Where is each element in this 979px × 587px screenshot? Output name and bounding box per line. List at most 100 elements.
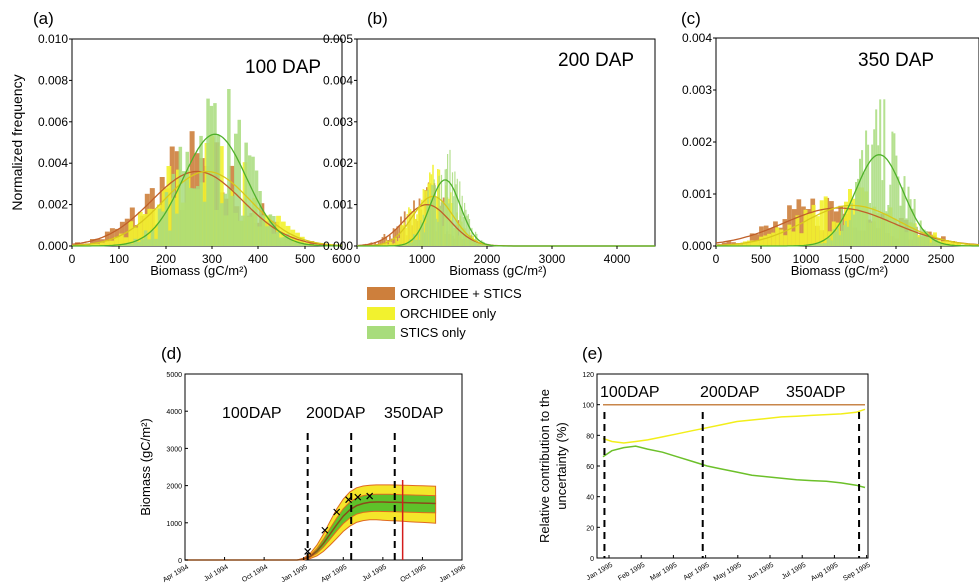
histogram-bar-stics-only (439, 205, 441, 246)
histogram-panel-c: 0 500 1000 1500 2000 2500 0.000 0.001 0.002 0.003… (682, 31, 979, 278)
histogram-bar-orchidee-only (811, 204, 816, 246)
observation-marker (304, 548, 312, 555)
histogram-bar-stics-only (182, 171, 186, 246)
histogram-bar-stics-only (844, 221, 847, 246)
histogram-bar-orchidee-stics (759, 226, 764, 246)
fit-curve-stics-only (72, 133, 342, 247)
histogram-bar-stics-only (161, 211, 165, 246)
histogram-bar-orchidee-only (299, 236, 305, 246)
histogram-bar-stics-only (431, 184, 433, 246)
x-tick-label: 0 (69, 252, 76, 266)
histogram-bar-stics-only (459, 181, 461, 246)
histogram-bar-stics-only (885, 211, 888, 246)
x-tick-label: 3000 (539, 252, 566, 266)
histogram-panel-a: 0 100 200 300 400 500 6000.0000.0020.0040.0060… (9, 32, 352, 278)
x-tick-label: 2500 (928, 252, 955, 266)
histogram-bar-stics-only (428, 205, 430, 246)
x-tick-label: 500 (751, 252, 771, 266)
x-tick-label: 0 (354, 252, 361, 266)
histogram-bar-orchidee-only (408, 207, 410, 246)
x-tick-label: Sep 1995 (842, 562, 872, 583)
fit-curve-orchidee-only (71, 170, 343, 247)
histogram-bar-stics-only (875, 109, 878, 247)
histogram-bar-stics-only (905, 218, 908, 246)
histogram-bar-stics-only (927, 233, 930, 246)
x-tick-label: Jan 1995 (280, 564, 309, 585)
y-axis-label: uncertainty (%) (554, 422, 569, 509)
histogram-bar-orchidee-stics (838, 205, 844, 246)
histogram-bar-stics-only (299, 242, 304, 246)
x-tick-label: 1000 (409, 252, 436, 266)
histogram-bar-orchidee-only (133, 227, 138, 246)
histogram-bar-stics-only (853, 214, 855, 246)
histogram-bar-stics-only (935, 239, 938, 246)
histogram-bar-stics-only (475, 231, 477, 246)
histogram-bar-orchidee-only (734, 244, 739, 246)
histogram-bar-stics-only (433, 179, 435, 246)
histogram-bar-stics-only (227, 89, 231, 246)
histogram-bar-stics-only (848, 220, 851, 246)
histogram-bar-stics-only (445, 168, 447, 246)
histogram-bar-stics-only (828, 237, 831, 246)
histogram-bar-stics-only (411, 242, 413, 246)
observation-marker (354, 493, 362, 501)
y-tick-label: 0 (590, 556, 594, 563)
contribution-line-stics-only (602, 445, 866, 489)
histogram-bar-stics-only (292, 242, 297, 246)
histogram-bar-stics-only (168, 230, 172, 246)
histogram-bar-orchidee-only (763, 235, 768, 246)
histogram-bar-orchidee-only (751, 240, 755, 246)
dap-annotation: 200DAP (306, 405, 366, 422)
legend-label-orchidee-stics: ORCHIDEE + STICS (400, 286, 522, 301)
histogram-bar-stics-only (230, 195, 234, 246)
histogram-bar-orchidee-only (400, 224, 402, 246)
y-tick-label: 0.003 (682, 83, 712, 97)
histogram-bar-stics-only (909, 199, 912, 246)
histogram-bar-stics-only (206, 98, 210, 246)
histogram-bar-orchidee-only (787, 224, 792, 246)
histogram-bar-stics-only (818, 242, 821, 246)
y-tick-label: 0.001 (682, 187, 712, 201)
histogram-bar-stics-only (275, 231, 280, 246)
x-tick-label: 200 (156, 252, 176, 266)
histogram-bar-stics-only (824, 243, 827, 246)
histogram-bar-stics-only (185, 151, 189, 246)
histogram-bar-stics-only (850, 203, 853, 246)
histogram-bar-stics-only (164, 192, 169, 246)
y-tick-label: 0.002 (38, 198, 68, 212)
histogram-bar-orchidee-only (807, 213, 812, 246)
histogram-bar-orchidee-only (176, 169, 181, 246)
y-tick-label: 0.004 (38, 156, 68, 170)
histogram-bar-stics-only (451, 172, 454, 246)
histogram-bar-stics-only (455, 184, 457, 246)
histogram-bar-stics-only (422, 214, 424, 246)
histogram-bar-stics-only (434, 185, 436, 246)
histogram-bar-stics-only (154, 238, 158, 246)
histogram-bar-orchidee-stics (387, 240, 389, 246)
histogram-bar-orchidee-only (387, 244, 389, 246)
dap-annotation: 100DAP (222, 405, 282, 422)
histogram-bar-stics-only (133, 238, 137, 246)
histogram-bar-orchidee-only (401, 224, 404, 246)
histogram-bar-orchidee-only (384, 243, 386, 246)
histogram-bar-orchidee-only (142, 214, 148, 246)
x-tick-label: Apr 1995 (682, 562, 710, 582)
x-tick-label: Oct 1994 (241, 564, 269, 584)
histogram-bar-stics-only (937, 241, 940, 246)
x-tick-label: May 1995 (713, 562, 743, 583)
histogram-bar-stics-only (410, 242, 412, 246)
histogram-bar-stics-only (814, 244, 817, 246)
y-tick-label: 3000 (166, 446, 182, 453)
histogram-bar-stics-only (440, 174, 443, 246)
histogram-bar-stics-only (472, 239, 474, 246)
histogram-bar-stics-only (423, 232, 426, 246)
x-axis-label: Biomass (gC/m²) (791, 263, 889, 278)
histogram-bar-orchidee-only (118, 233, 124, 246)
y-axis-label: Biomass (gC/m²) (138, 418, 153, 516)
histogram-bar-orchidee-only (409, 209, 412, 246)
histogram-bar-stics-only (443, 203, 445, 246)
histogram-bar-stics-only (865, 130, 868, 246)
histogram-bar-stics-only (405, 243, 407, 246)
histogram-bar-orchidee-stics (109, 228, 115, 246)
histogram-bar-stics-only (466, 215, 468, 246)
